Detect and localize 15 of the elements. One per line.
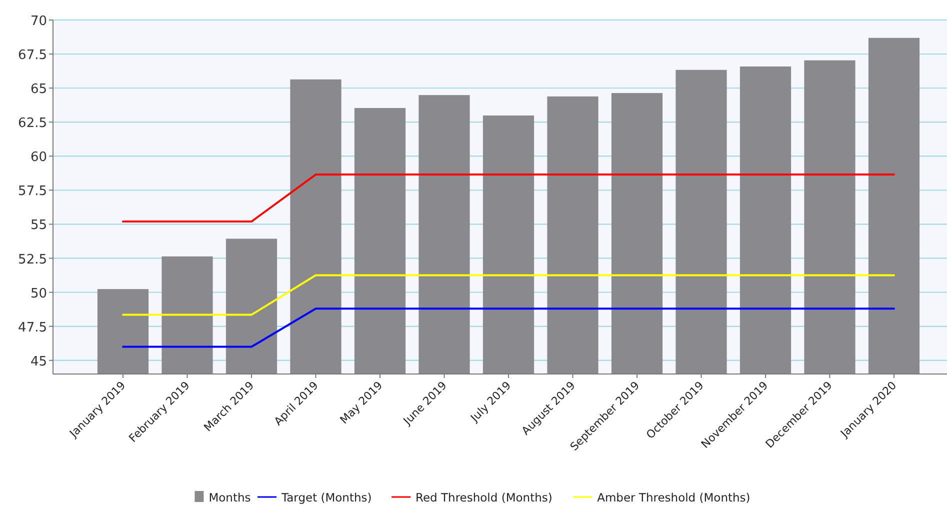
y-tick-label: 57.5 <box>18 184 47 200</box>
y-tick-label: 67.5 <box>18 48 47 64</box>
y-tick-label: 60 <box>30 150 47 166</box>
legend-label: Red Threshold (Months) <box>416 490 552 504</box>
legend-label: Target (Months) <box>280 490 372 504</box>
legend-label: Months <box>208 490 251 504</box>
y-tick-label: 70 <box>30 14 47 29</box>
y-tick-label: 52.5 <box>18 252 47 268</box>
y-tick-label: 45 <box>30 354 47 370</box>
y-tick-label: 62.5 <box>18 116 47 132</box>
y-tick-label: 47.5 <box>18 320 47 336</box>
y-tick-label: 55 <box>30 218 47 234</box>
y-tick-label: 50 <box>30 286 47 302</box>
y-tick-label: 65 <box>30 82 47 98</box>
legend-label: Amber Threshold (Months) <box>597 490 750 504</box>
